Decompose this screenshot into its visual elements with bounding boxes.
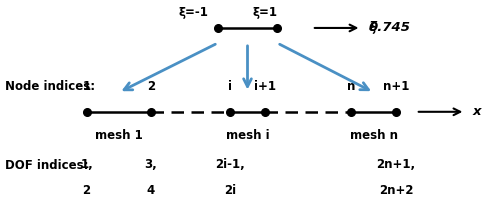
- Text: 2n+1,: 2n+1,: [376, 158, 416, 171]
- Text: 0.745: 0.745: [369, 22, 411, 34]
- Text: 2: 2: [83, 184, 91, 197]
- Text: 1,: 1,: [80, 158, 93, 171]
- Text: 2i: 2i: [224, 184, 236, 197]
- Text: mesh 1: mesh 1: [95, 129, 143, 142]
- Text: i: i: [228, 80, 232, 92]
- Text: ξ=1: ξ=1: [252, 6, 277, 19]
- Text: 2: 2: [147, 80, 155, 92]
- Text: x: x: [473, 105, 481, 118]
- Text: n: n: [347, 80, 355, 92]
- Text: i+1: i+1: [254, 80, 276, 92]
- Text: 1: 1: [83, 80, 91, 92]
- Text: 2n+2: 2n+2: [379, 184, 413, 197]
- Text: 3,: 3,: [145, 158, 157, 171]
- Text: 4: 4: [147, 184, 155, 197]
- Text: 2i-1,: 2i-1,: [215, 158, 245, 171]
- Text: ξ: ξ: [369, 22, 377, 34]
- Text: mesh n: mesh n: [350, 129, 397, 142]
- Text: Node indices:: Node indices:: [5, 80, 95, 92]
- Text: DOF indices:: DOF indices:: [5, 159, 89, 172]
- Text: ξ=-1: ξ=-1: [178, 6, 208, 19]
- Text: mesh i: mesh i: [226, 129, 269, 142]
- Text: n+1: n+1: [383, 80, 409, 92]
